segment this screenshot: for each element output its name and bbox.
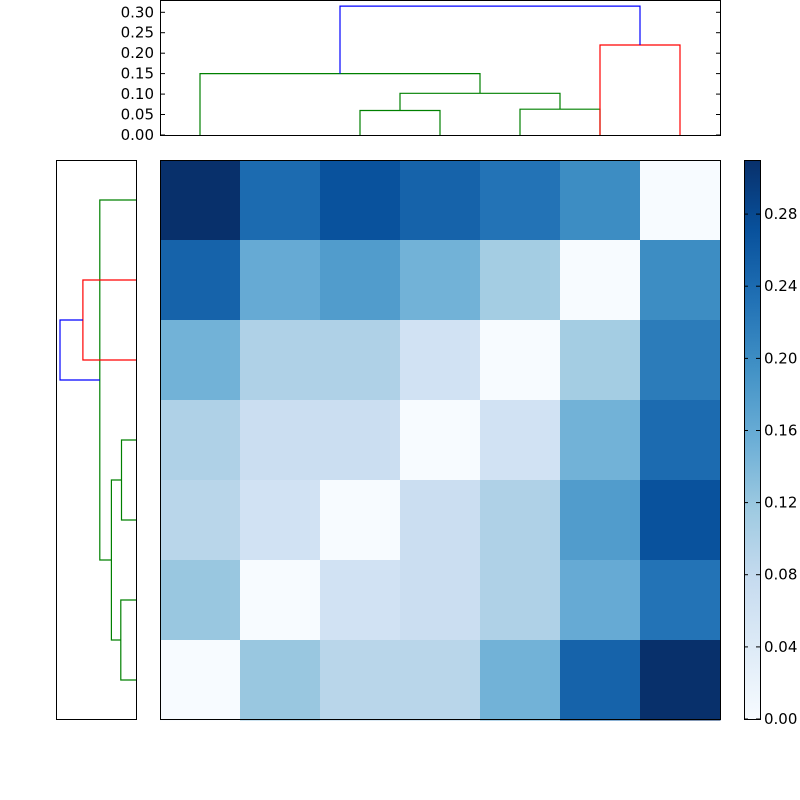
top-dendrogram-links <box>199 5 681 135</box>
heatmap-cell-r4-c5 <box>560 480 641 561</box>
heatmap-cell-r3-c1 <box>240 400 321 481</box>
heatmap-cell-r4-c2 <box>320 480 401 561</box>
heatmap-cell-r1-c3 <box>400 240 481 321</box>
top-dendrogram-tick-label: 0.10 <box>121 85 154 103</box>
heatmap-frame <box>160 160 721 720</box>
heatmap-cell-r4-c3 <box>400 480 481 561</box>
top-dendrogram-link-0 <box>359 109 441 135</box>
heatmap-cell-r4-c4 <box>480 480 561 561</box>
heatmap-cell-r0-c1 <box>240 160 321 241</box>
heatmap-cell-r5-c3 <box>400 560 481 641</box>
colorbar-tick-label: 0.16 <box>764 422 797 440</box>
heatmap-cell-r3-c2 <box>320 400 401 481</box>
top-dendrogram-tick-label: 0.00 <box>121 126 154 144</box>
heatmap-cell-r6-c3 <box>400 640 481 721</box>
left-dendrogram-link-4 <box>82 279 136 361</box>
heatmap-cell-r0-c2 <box>320 160 401 241</box>
colorbar-tick-label: 0.08 <box>764 566 797 584</box>
heatmap-cell-r4-c1 <box>240 480 321 561</box>
top-dendrogram-y-axis: 0.00 0.05 0.10 0.15 0.20 0.25 0.30 <box>121 3 721 144</box>
top-dendrogram: 0.00 0.05 0.10 0.15 0.20 0.25 0.30 <box>121 0 721 144</box>
left-dendrogram <box>56 160 137 720</box>
left-dendrogram-link-5 <box>59 319 100 381</box>
heatmap-cell-r5-c5 <box>560 560 641 641</box>
top-dendrogram-tick-label: 0.05 <box>121 106 154 124</box>
heatmap-cell-r5-c4 <box>480 560 561 641</box>
heatmap-cell-r6-c5 <box>560 640 641 721</box>
top-dendrogram-link-2 <box>399 92 561 111</box>
heatmap-cell-r0-c6 <box>640 160 721 241</box>
heatmap-cell-r1-c0 <box>160 240 241 321</box>
top-dendrogram-frame <box>160 0 721 136</box>
heatmap-cell-r6-c0 <box>160 640 241 721</box>
colorbar-tick-label: 0.20 <box>764 349 797 367</box>
left-dendrogram-link-2 <box>110 479 122 641</box>
heatmap-cell-r3-c6 <box>640 400 721 481</box>
top-dendrogram-tick-label: 0.25 <box>121 24 154 42</box>
heatmap-cell-r3-c4 <box>480 400 561 481</box>
left-dendrogram-frame <box>56 160 137 720</box>
heatmap-cell-r1-c6 <box>640 240 721 321</box>
heatmap-cell-r1-c1 <box>240 240 321 321</box>
heatmap-cell-r1-c2 <box>320 240 401 321</box>
heatmap-cell-r3-c3 <box>400 400 481 481</box>
heatmap-cell-r6-c2 <box>320 640 401 721</box>
top-dendrogram-tick-label: 0.30 <box>121 3 154 21</box>
heatmap-cell-r6-c4 <box>480 640 561 721</box>
heatmap-cells <box>160 160 721 721</box>
heatmap-cell-r1-c4 <box>480 240 561 321</box>
colorbar-tick-label: 0.28 <box>764 205 797 223</box>
top-dendrogram-tick-label: 0.15 <box>121 65 154 83</box>
heatmap-cell-r4-c0 <box>160 480 241 561</box>
colorbar-tick-label: 0.04 <box>764 638 797 656</box>
heatmap-cell-r5-c2 <box>320 560 401 641</box>
left-dendrogram-link-0 <box>120 439 136 521</box>
left-dendrogram-link-3 <box>99 199 136 561</box>
heatmap-cell-r4-c6 <box>640 480 721 561</box>
heatmap-cell-r5-c0 <box>160 560 241 641</box>
heatmap-cell-r0-c0 <box>160 160 241 241</box>
heatmap-cell-r2-c4 <box>480 320 561 401</box>
heatmap-cell-r2-c5 <box>560 320 641 401</box>
heatmap-cell-r0-c5 <box>560 160 641 241</box>
top-dendrogram-link-3 <box>199 72 481 135</box>
top-dendrogram-tick-label: 0.20 <box>121 44 154 62</box>
colorbar-frame <box>744 160 761 720</box>
top-dendrogram-link-1 <box>519 108 601 135</box>
heatmap-cell-r2-c0 <box>160 320 241 401</box>
heatmap-cell-r1-c5 <box>560 240 641 321</box>
heatmap-cell-r2-c6 <box>640 320 721 401</box>
heatmap-cell-r2-c1 <box>240 320 321 401</box>
colorbar-axis: 0.00 0.04 0.08 0.12 0.16 0.20 0.24 0.28 <box>744 205 797 728</box>
heatmap-cell-r6-c1 <box>240 640 321 721</box>
heatmap-cell-r3-c5 <box>560 400 641 481</box>
heatmap-cell-r6-c6 <box>640 640 721 721</box>
heatmap-cell-r5-c6 <box>640 560 721 641</box>
colorbar: 0.00 0.04 0.08 0.12 0.16 0.20 0.24 0.28 <box>744 160 797 728</box>
top-dendrogram-link-5 <box>339 5 641 74</box>
left-dendrogram-links <box>59 199 136 681</box>
heatmap <box>160 160 721 721</box>
heatmap-cell-r0-c4 <box>480 160 561 241</box>
heatmap-cell-r0-c3 <box>400 160 481 241</box>
heatmap-cell-r2-c2 <box>320 320 401 401</box>
heatmap-cell-r2-c3 <box>400 320 481 401</box>
colorbar-tick-label: 0.24 <box>764 277 797 295</box>
colorbar-tick-label: 0.12 <box>764 494 797 512</box>
colorbar-gradient <box>744 160 760 719</box>
heatmap-cell-r5-c1 <box>240 560 321 641</box>
heatmap-cell-r3-c0 <box>160 400 241 481</box>
colorbar-tick-label: 0.00 <box>764 710 797 728</box>
top-dendrogram-link-4 <box>599 44 681 135</box>
left-dendrogram-link-1 <box>120 599 136 681</box>
